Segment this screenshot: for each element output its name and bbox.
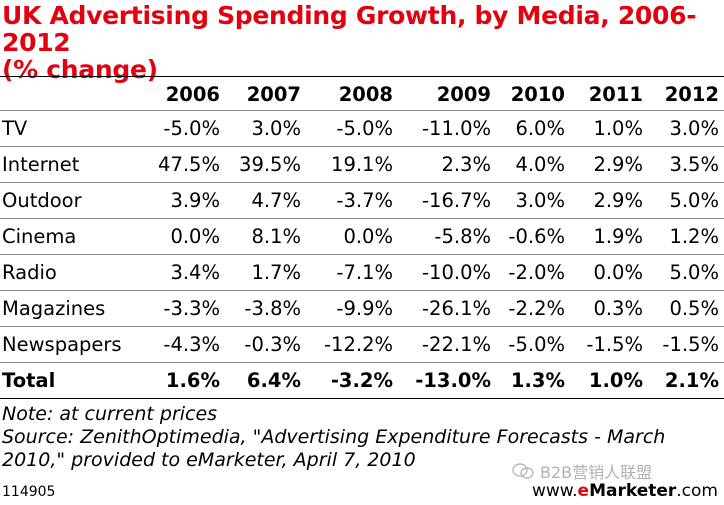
table-row: Radio 3.4% 1.7% -7.1% -10.0% -2.0% 0.0% 5.0% — [0, 254, 724, 291]
table-cell: 47.5% — [150, 146, 225, 183]
table-row: Magazines -3.3% -3.8% -9.9% -26.1% -2.2% 0.3% 0… — [0, 290, 724, 327]
table-cell: -2.0% — [496, 254, 570, 291]
notes: Note: at current prices Source: ZenithOp… — [2, 403, 722, 472]
row-label: Newspapers — [0, 326, 150, 363]
table-cell: -3.2% — [306, 362, 398, 399]
table-cell: 1.3% — [496, 362, 570, 399]
table-cell: 1.9% — [570, 218, 648, 255]
table-cell: 5.0% — [648, 182, 724, 219]
table-cell: 39.5% — [225, 146, 306, 183]
table-cell: 8.1% — [225, 218, 306, 255]
emarketer-logo: www.eMarketer.com — [532, 481, 718, 501]
watermark-text: B2B营销人联盟 — [540, 463, 653, 482]
table-cell: 6.4% — [225, 362, 306, 399]
source-line: Source: ZenithOptimedia, "Advertising Ex… — [2, 426, 666, 448]
column-header-2012: 2012 — [648, 78, 724, 111]
table-cell: 0.0% — [150, 218, 225, 255]
table-cell: 0.5% — [648, 290, 724, 327]
table-cell: -1.5% — [648, 326, 724, 363]
table-cell: 0.0% — [306, 218, 398, 255]
column-header-2008: 2008 — [306, 78, 398, 111]
table-row: TV -5.0% 3.0% -5.0% -11.0% 6.0% 1.0% 3.0% — [0, 110, 724, 147]
table-cell: 2.9% — [570, 146, 648, 183]
table-cell: 0.3% — [570, 290, 648, 327]
table-cell: 3.0% — [648, 110, 724, 147]
table-row: Cinema 0.0% 8.1% 0.0% -5.8% -0.6% 1.9% 1.2% — [0, 218, 724, 255]
note-line: Note: at current prices — [2, 403, 218, 425]
row-label: Magazines — [0, 290, 150, 327]
table-cell: 3.9% — [150, 182, 225, 219]
table-row: Newspapers -4.3% -0.3% -12.2% -22.1% -5.0% -1.… — [0, 326, 724, 363]
table-cell: -5.0% — [150, 110, 225, 147]
table-cell: 1.6% — [150, 362, 225, 399]
table-row: Total 1.6% 6.4% -3.2% -13.0% 1.3% 1.0% 2.1% — [0, 362, 724, 399]
table-cell: -3.8% — [225, 290, 306, 327]
table-cell: 6.0% — [496, 110, 570, 147]
table-cell: -26.1% — [398, 290, 496, 327]
title-text: UK Advertising Spending Growth, by Media… — [2, 1, 697, 57]
header-corner — [0, 78, 150, 111]
table-cell: -16.7% — [398, 182, 496, 219]
row-label: Internet — [0, 146, 150, 183]
data-table: 2006 2007 2008 2009 2010 2011 2012 TV -5.0% 3.0%… — [0, 78, 724, 399]
table-cell: 2.3% — [398, 146, 496, 183]
table-cell: -13.0% — [398, 362, 496, 399]
table-cell: 1.7% — [225, 254, 306, 291]
table-cell: 0.0% — [570, 254, 648, 291]
column-header-2009: 2009 — [398, 78, 496, 111]
table-cell: 3.0% — [225, 110, 306, 147]
column-header-2011: 2011 — [570, 78, 648, 111]
table-cell: -4.3% — [150, 326, 225, 363]
column-header-2007: 2007 — [225, 78, 306, 111]
table-row: Outdoor 3.9% 4.7% -3.7% -16.7% 3.0% 2.9% 5.0% — [0, 182, 724, 219]
table-cell: -10.0% — [398, 254, 496, 291]
table-cell: 4.0% — [496, 146, 570, 183]
table-cell: -12.2% — [306, 326, 398, 363]
table-cell: -5.8% — [398, 218, 496, 255]
chart-title: UK Advertising Spending Growth, by Media… — [2, 2, 722, 83]
row-label: Outdoor — [0, 182, 150, 219]
row-label: TV — [0, 110, 150, 147]
top-rule — [0, 76, 724, 77]
logo-accent: e — [577, 481, 590, 501]
table-cell: -3.3% — [150, 290, 225, 327]
row-label: Radio — [0, 254, 150, 291]
header-row: 2006 2007 2008 2009 2010 2011 2012 — [0, 78, 724, 111]
row-label: Cinema — [0, 218, 150, 255]
table-cell: 1.0% — [570, 362, 648, 399]
wechat-icon — [512, 463, 534, 479]
table-cell: 3.0% — [496, 182, 570, 219]
logo-suffix: .com — [676, 481, 718, 501]
table-cell: -9.9% — [306, 290, 398, 327]
logo-prefix: www. — [531, 481, 578, 501]
logo-name: Marketer — [589, 481, 677, 501]
table-cell: 1.0% — [570, 110, 648, 147]
table-cell: -1.5% — [570, 326, 648, 363]
table-cell: 4.7% — [225, 182, 306, 219]
table-row: Internet 47.5% 39.5% 19.1% 2.3% 4.0% 2.9% 3.5% — [0, 146, 724, 183]
table-cell: -0.6% — [496, 218, 570, 255]
table-cell: 19.1% — [306, 146, 398, 183]
source-line-continued: 2010," provided to eMarketer, April 7, 2… — [2, 449, 416, 471]
table-cell: -0.3% — [225, 326, 306, 363]
table-cell: 2.1% — [648, 362, 724, 399]
column-header-2010: 2010 — [496, 78, 570, 111]
table-cell: -11.0% — [398, 110, 496, 147]
table-cell: -5.0% — [496, 326, 570, 363]
chart-id: 114905 — [2, 484, 56, 500]
table-body: TV -5.0% 3.0% -5.0% -11.0% 6.0% 1.0% 3.0% Intern… — [0, 110, 724, 399]
table-cell: -5.0% — [306, 110, 398, 147]
table-cell: -2.2% — [496, 290, 570, 327]
table-cell: 2.9% — [570, 182, 648, 219]
row-label: Total — [0, 362, 150, 399]
table-cell: -22.1% — [398, 326, 496, 363]
column-header-2006: 2006 — [150, 78, 225, 111]
table-cell: 1.2% — [648, 218, 724, 255]
table-cell: 5.0% — [648, 254, 724, 291]
table-cell: 3.5% — [648, 146, 724, 183]
table-cell: -7.1% — [306, 254, 398, 291]
table-cell: 3.4% — [150, 254, 225, 291]
table-cell: -3.7% — [306, 182, 398, 219]
watermark: B2B营销人联盟 — [512, 459, 652, 483]
